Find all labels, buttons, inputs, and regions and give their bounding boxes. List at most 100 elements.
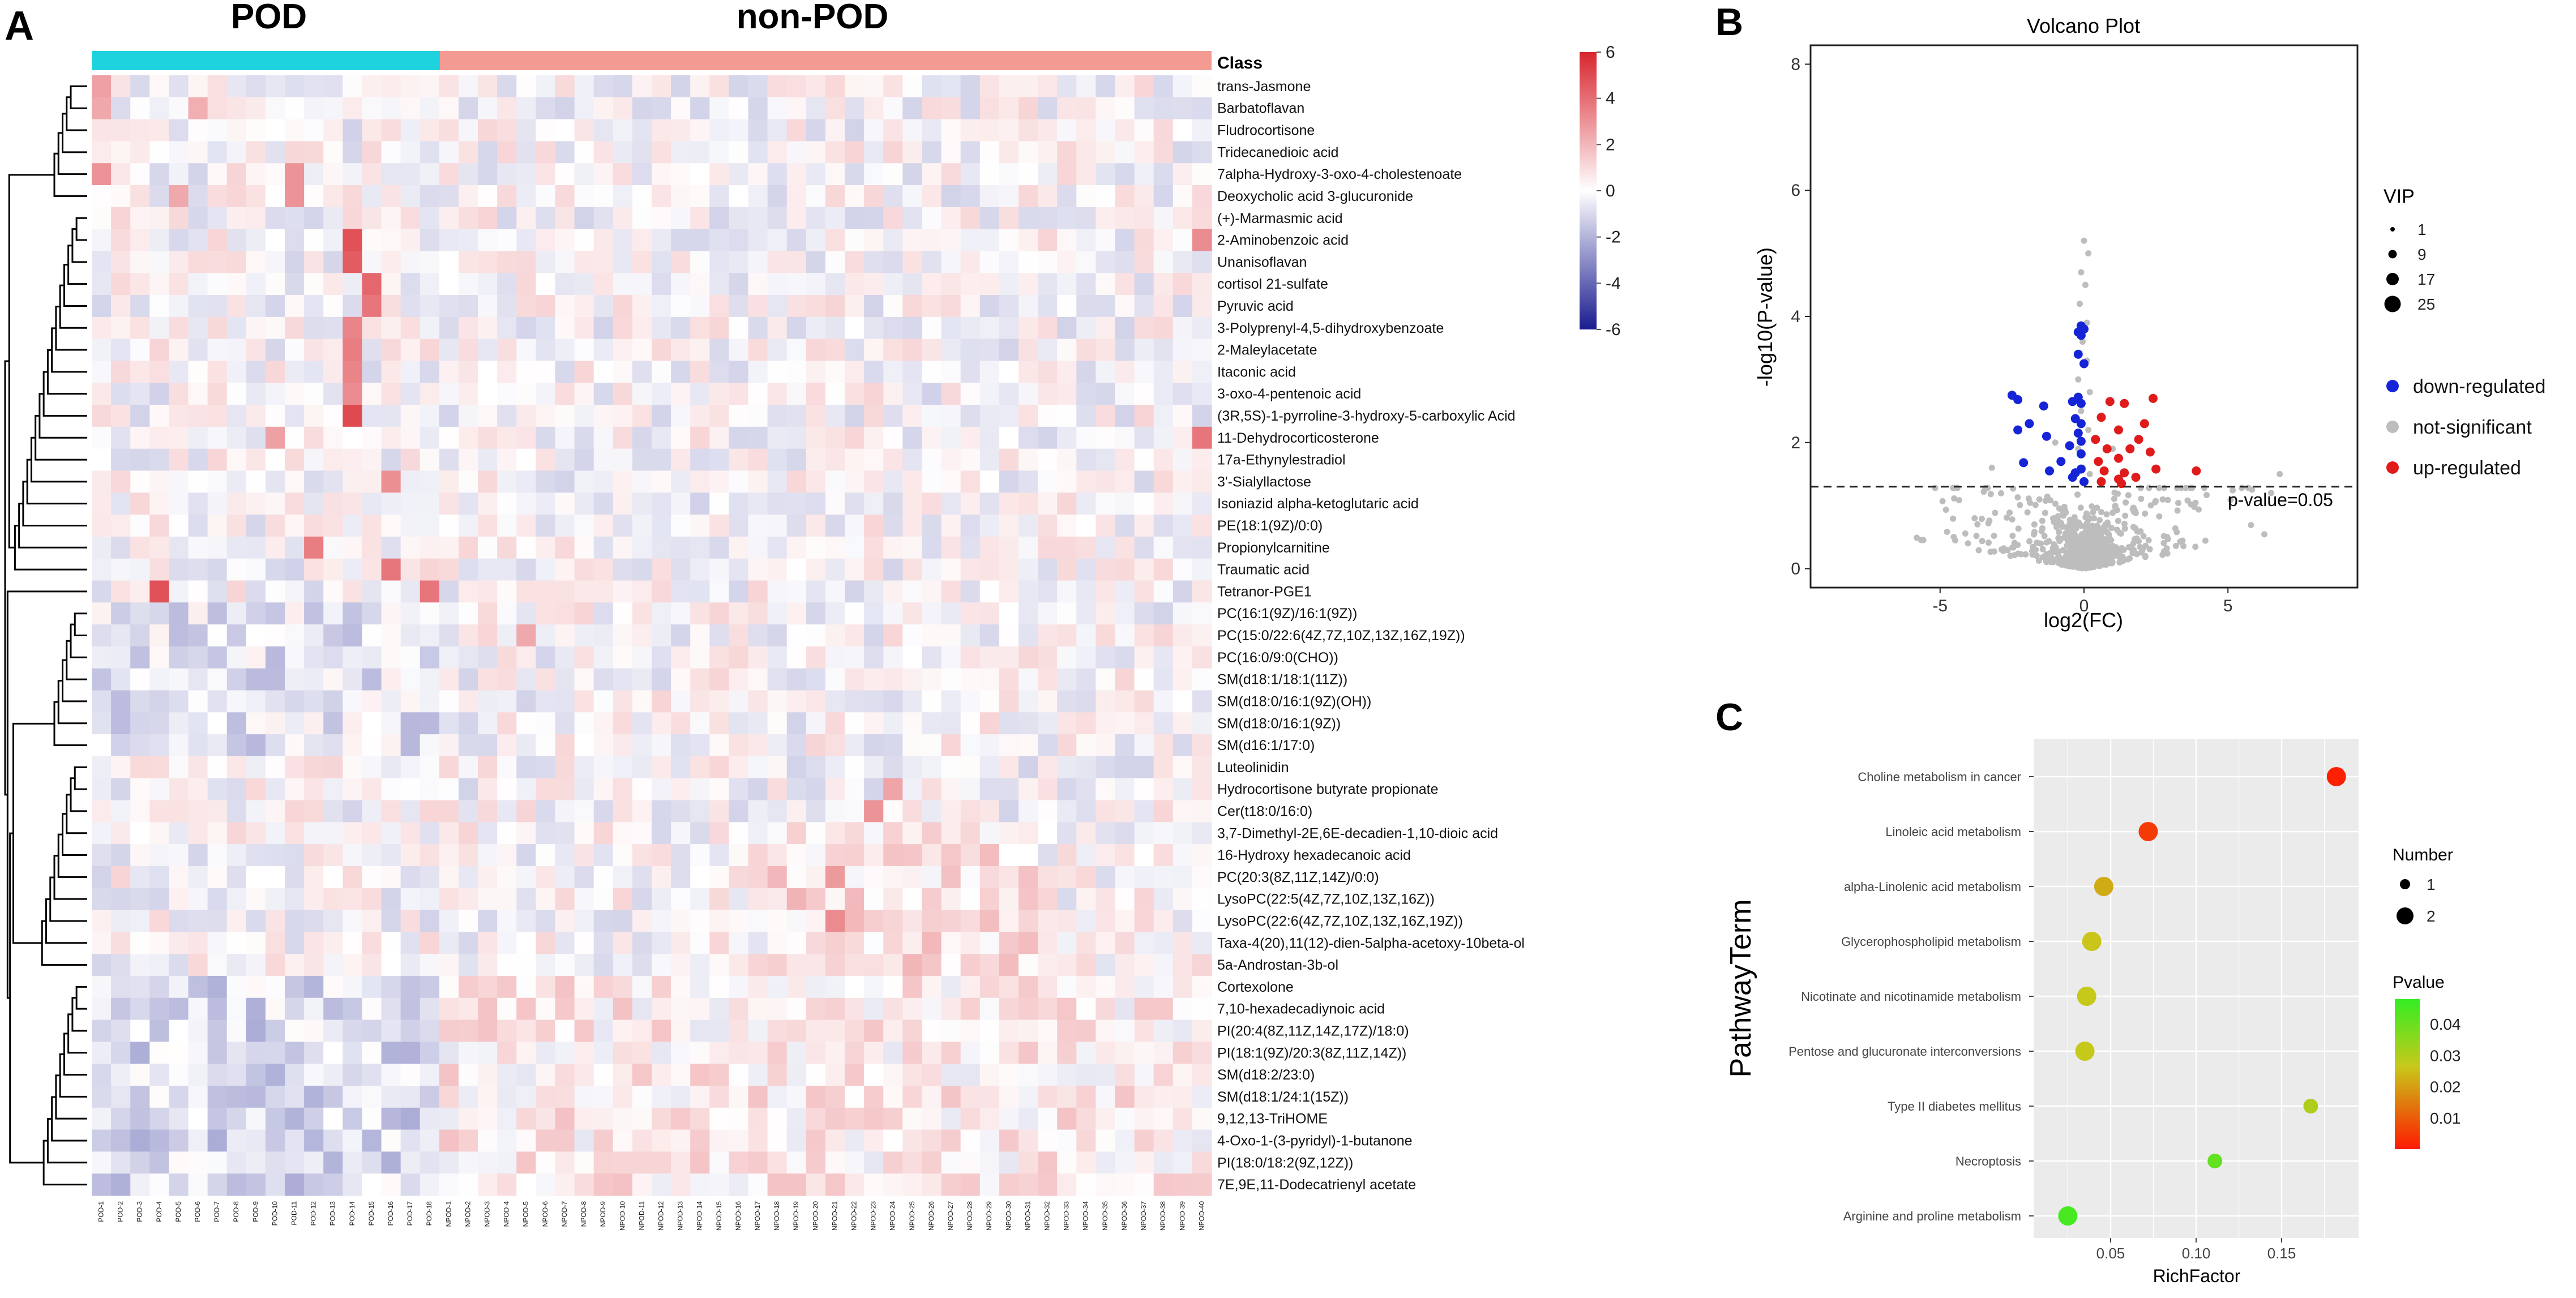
heatmap-cell xyxy=(1096,119,1116,142)
heatmap-cell xyxy=(806,515,826,537)
heatmap-cell xyxy=(709,426,730,449)
heatmap-cell xyxy=(593,800,614,823)
heatmap-cell xyxy=(593,558,614,581)
metabolite-label: PC(20:3(8Z,11Z,14Z)/0:0) xyxy=(1217,869,1379,885)
heatmap-cell xyxy=(922,668,942,691)
heatmap-cell xyxy=(497,339,517,362)
heatmap-cell xyxy=(246,1129,266,1152)
heatmap-cell xyxy=(883,207,903,230)
heatmap-cell xyxy=(574,844,594,867)
heatmap-cell xyxy=(613,470,633,493)
heatmap-cell xyxy=(999,756,1019,779)
heatmap-cell xyxy=(1018,756,1038,779)
heatmap-cell xyxy=(188,1019,208,1042)
heatmap-cell xyxy=(883,997,903,1021)
heatmap-cell xyxy=(806,580,826,603)
heatmap-cell xyxy=(169,624,189,647)
heatmap-cell xyxy=(285,492,305,515)
sample-label: NPOD-18 xyxy=(773,1201,781,1231)
heatmap-cell xyxy=(1173,75,1193,98)
heatmap-cell xyxy=(864,163,884,186)
heatmap-cell xyxy=(786,163,807,186)
heatmap-cell xyxy=(207,1085,228,1108)
heatmap-cell xyxy=(516,668,536,691)
heatmap-cell xyxy=(497,1042,517,1064)
heatmap-cell xyxy=(1192,251,1212,273)
heatmap-cell xyxy=(1134,910,1154,932)
heatmap-cell xyxy=(1076,756,1096,779)
heatmap-cell xyxy=(188,273,208,295)
heatmap-cell xyxy=(285,75,305,98)
metabolite-label: (3R,5S)-1-pyrroline-3-hydroxy-5-carboxyl… xyxy=(1217,408,1516,424)
heatmap-cell xyxy=(285,1064,305,1086)
heatmap-cell xyxy=(149,558,170,581)
heatmap-cell xyxy=(400,515,421,537)
volcano-point-up xyxy=(2091,435,2100,444)
heatmap-cell xyxy=(1153,580,1174,603)
heatmap-cell xyxy=(439,734,459,757)
heatmap-cell xyxy=(748,646,768,669)
heatmap-cell xyxy=(902,975,923,999)
heatmap-cell xyxy=(246,515,266,537)
heatmap-cell xyxy=(748,75,768,98)
heatmap-cell xyxy=(767,624,788,647)
heatmap-cell xyxy=(420,712,440,735)
heatmap-cell xyxy=(979,75,1000,98)
heatmap-cell xyxy=(536,383,556,405)
heatmap-cell xyxy=(864,316,884,340)
heatmap-cell xyxy=(1115,405,1135,427)
heatmap-cell xyxy=(786,646,807,669)
volcano-point-ns xyxy=(2004,514,2010,521)
heatmap-cell xyxy=(555,97,575,120)
heatmap-cell xyxy=(1076,954,1096,976)
volcano-point-ns xyxy=(2026,538,2033,545)
heatmap-cell xyxy=(362,932,382,954)
heatmap-cell xyxy=(111,888,131,911)
heatmap-cell xyxy=(265,1042,285,1064)
heatmap-cell xyxy=(439,207,459,230)
heatmap-cell xyxy=(593,273,614,295)
heatmap-cell xyxy=(786,295,807,318)
heatmap-cell xyxy=(922,1019,942,1042)
heatmap-cell xyxy=(400,1019,421,1042)
heatmap-cell xyxy=(1192,866,1212,889)
heatmap-cell xyxy=(922,975,942,999)
heatmap-cell xyxy=(1076,1019,1096,1042)
heatmap-cell xyxy=(246,690,266,713)
heatmap-cell xyxy=(188,229,208,252)
heatmap-cell xyxy=(400,1107,421,1130)
heatmap-cell xyxy=(593,954,614,976)
heatmap-cell xyxy=(226,1107,247,1130)
heatmap-cell xyxy=(323,668,343,691)
heatmap-cell xyxy=(729,646,749,669)
heatmap-cell xyxy=(246,119,266,142)
heatmap-cell xyxy=(1134,997,1154,1021)
heatmap-cell xyxy=(671,558,691,581)
heatmap-cell xyxy=(941,822,961,845)
heatmap-cell xyxy=(960,163,981,186)
heatmap-cell xyxy=(806,163,826,186)
heatmap-cell xyxy=(343,273,363,295)
heatmap-cell xyxy=(709,339,730,362)
heatmap-cell xyxy=(478,119,498,142)
heatmap-cell xyxy=(845,888,865,911)
heatmap-cell xyxy=(381,888,401,911)
metabolite-label: Propionylcarnitine xyxy=(1217,540,1330,556)
heatmap-cell xyxy=(323,778,343,801)
heatmap-cell xyxy=(555,734,575,757)
heatmap-cell xyxy=(1153,207,1174,230)
heatmap-cell xyxy=(941,383,961,405)
heatmap-cell xyxy=(497,1129,517,1152)
heatmap-cell xyxy=(130,383,150,405)
heatmap-cell xyxy=(555,163,575,186)
heatmap-cell xyxy=(536,668,556,691)
heatmap-cell xyxy=(960,1064,981,1086)
heatmap-cell xyxy=(323,822,343,845)
heatmap-cell xyxy=(767,690,788,713)
heatmap-cell xyxy=(381,405,401,427)
heatmap-cell xyxy=(420,251,440,273)
heatmap-cell xyxy=(304,492,324,515)
heatmap-cell xyxy=(1096,383,1116,405)
heatmap-cell xyxy=(941,756,961,779)
volcano-point-ns xyxy=(2116,549,2123,555)
